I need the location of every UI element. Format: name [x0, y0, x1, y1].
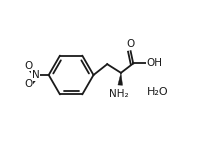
Text: O: O	[126, 39, 135, 49]
Text: O: O	[24, 79, 33, 89]
Text: OH: OH	[146, 58, 162, 68]
Text: NH₂: NH₂	[109, 89, 129, 99]
Text: O: O	[24, 61, 33, 71]
Text: H₂O: H₂O	[147, 87, 169, 97]
Text: N: N	[32, 70, 40, 80]
Polygon shape	[118, 73, 123, 85]
